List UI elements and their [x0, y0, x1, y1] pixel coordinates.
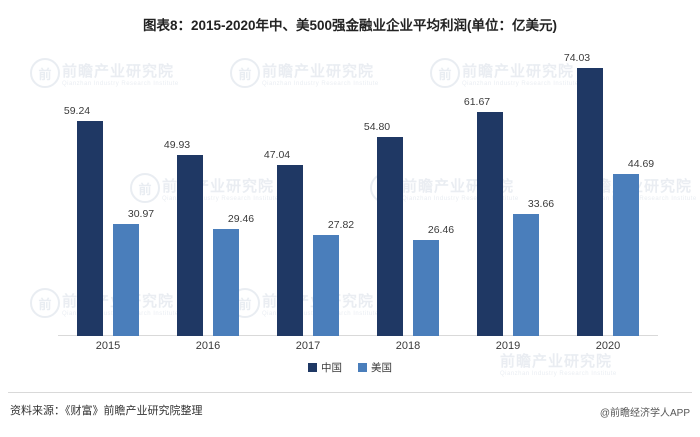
bar-中国-2019[interactable]	[477, 112, 503, 336]
bar-中国-2016[interactable]	[177, 155, 203, 336]
legend-swatch-icon	[308, 363, 317, 372]
watermark-logo-icon: 前	[30, 288, 60, 318]
bar-美国-2019[interactable]	[513, 214, 539, 336]
bar-value-label: 33.66	[527, 198, 555, 210]
plot-area: 59.24 30.97 49.93 29.46 47.04 27.82 54.80 26.46…	[58, 46, 658, 336]
bar-value-label: 47.04	[263, 149, 291, 161]
x-axis-labels: 2015 2016 2017 2018 2019 2020	[58, 340, 658, 352]
bar-美国-2020[interactable]	[613, 174, 639, 336]
bar-中国-2018[interactable]	[377, 137, 403, 336]
x-axis-line	[58, 335, 658, 336]
x-tick-2017: 2017	[295, 340, 321, 352]
x-tick-2020: 2020	[595, 340, 621, 352]
bar-group: 74.03 44.69	[558, 46, 658, 336]
watermark-logo-icon: 前	[30, 58, 60, 88]
bar-value-label: 29.46	[227, 213, 255, 225]
bar-美国-2018[interactable]	[413, 240, 439, 336]
bar-中国-2017[interactable]	[277, 165, 303, 336]
footer-divider	[8, 392, 692, 393]
bar-groups: 59.24 30.97 49.93 29.46 47.04 27.82 54.80 26.46…	[58, 46, 658, 336]
legend-swatch-icon	[358, 363, 367, 372]
legend-label: 美国	[371, 362, 392, 374]
x-tick-2018: 2018	[395, 340, 421, 352]
bar-group: 47.04 27.82	[258, 46, 358, 336]
chart-title: 图表8：2015-2020年中、美500强金融业企业平均利润(单位：亿美元)	[142, 18, 558, 33]
bar-group: 49.93 29.46	[158, 46, 258, 336]
bar-value-label: 59.24	[63, 105, 91, 117]
bar-中国-2015[interactable]	[77, 121, 103, 336]
bar-美国-2015[interactable]	[113, 224, 139, 336]
bar-value-label: 74.03	[563, 52, 591, 64]
bar-value-label: 54.80	[363, 121, 391, 133]
bar-value-label: 26.46	[427, 224, 455, 236]
source-note: 资料来源：《财富》前瞻产业研究院整理	[10, 405, 203, 417]
bar-value-label: 49.93	[163, 139, 191, 151]
legend-label: 中国	[321, 362, 342, 374]
legend-item-中国[interactable]: 中国	[308, 360, 342, 375]
bar-美国-2017[interactable]	[313, 235, 339, 336]
legend-item-美国[interactable]: 美国	[358, 360, 392, 375]
bar-中国-2020[interactable]	[577, 68, 603, 336]
bar-group: 54.80 26.46	[358, 46, 458, 336]
x-tick-2019: 2019	[495, 340, 521, 352]
x-tick-2015: 2015	[95, 340, 121, 352]
bar-value-label: 44.69	[627, 158, 655, 170]
bar-group: 59.24 30.97	[58, 46, 158, 336]
bar-美国-2016[interactable]	[213, 229, 239, 336]
bar-value-label: 30.97	[127, 208, 155, 220]
credit-note: @前瞻经济学人APP	[599, 408, 690, 419]
x-tick-2016: 2016	[195, 340, 221, 352]
chart-legend: 中国 美国	[0, 360, 700, 375]
bar-group: 61.67 33.66	[458, 46, 558, 336]
bar-value-label: 61.67	[463, 96, 491, 108]
bar-value-label: 27.82	[327, 219, 355, 231]
